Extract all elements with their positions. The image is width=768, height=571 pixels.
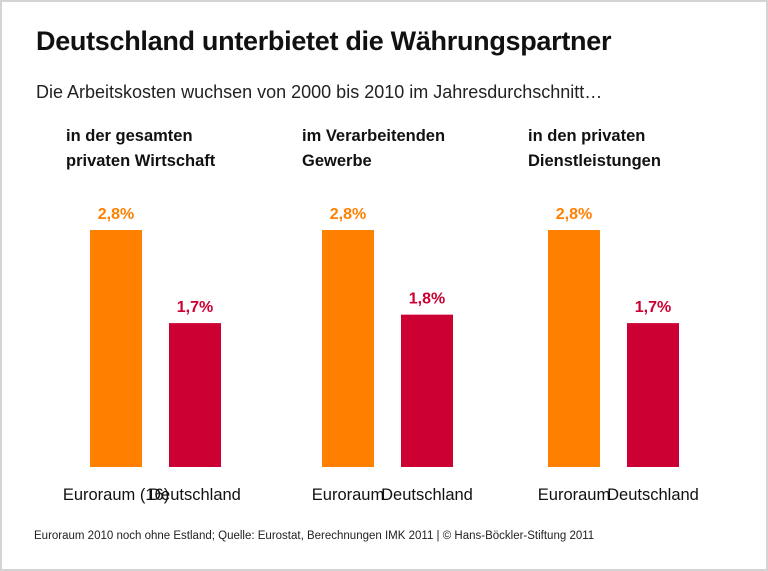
group-heading-line: privaten Wirtschaft [66, 152, 216, 170]
group-heading-line: in den privaten [528, 127, 646, 145]
bar-euroraum [548, 230, 600, 467]
data-label: 2,8% [330, 206, 366, 223]
bar-deutschland [169, 323, 221, 467]
data-label: 1,7% [635, 299, 671, 316]
category-label: Euroraum [538, 486, 610, 504]
group-heading-1: in der gesamten privaten Wirtschaft [66, 124, 215, 174]
group-heading-2: im Verarbeitenden Gewerbe [302, 124, 445, 174]
group-heading-line: im Verarbeitenden [302, 127, 446, 145]
category-label: Deutschland [149, 486, 241, 504]
footnote: Euroraum 2010 noch ohne Estland; Quelle:… [34, 530, 595, 542]
bar-deutschland [627, 323, 679, 467]
group-heading-3: in den privaten Dienstleistungen [528, 124, 661, 174]
chart-subtitle: Die Arbeitskosten wuchsen von 2000 bis 2… [36, 82, 603, 102]
category-label: Euroraum [312, 486, 384, 504]
bar-deutschland [401, 314, 453, 467]
group-heading-line: in der gesamten [66, 127, 193, 145]
group-heading-line: Gewerbe [302, 152, 372, 170]
chart-title: Deutschland unterbietet die Währungspart… [36, 26, 612, 56]
data-label: 2,8% [98, 206, 134, 223]
group-heading-line: Dienstleistungen [528, 152, 661, 170]
bar-euroraum [90, 230, 142, 467]
data-label: 2,8% [556, 206, 592, 223]
bar-euroraum [322, 230, 374, 467]
category-label: Deutschland [381, 486, 473, 504]
data-label: 1,7% [177, 299, 213, 316]
category-label: Deutschland [607, 486, 699, 504]
category-label: Euroraum (16) [63, 486, 169, 504]
data-label: 1,8% [409, 291, 445, 308]
